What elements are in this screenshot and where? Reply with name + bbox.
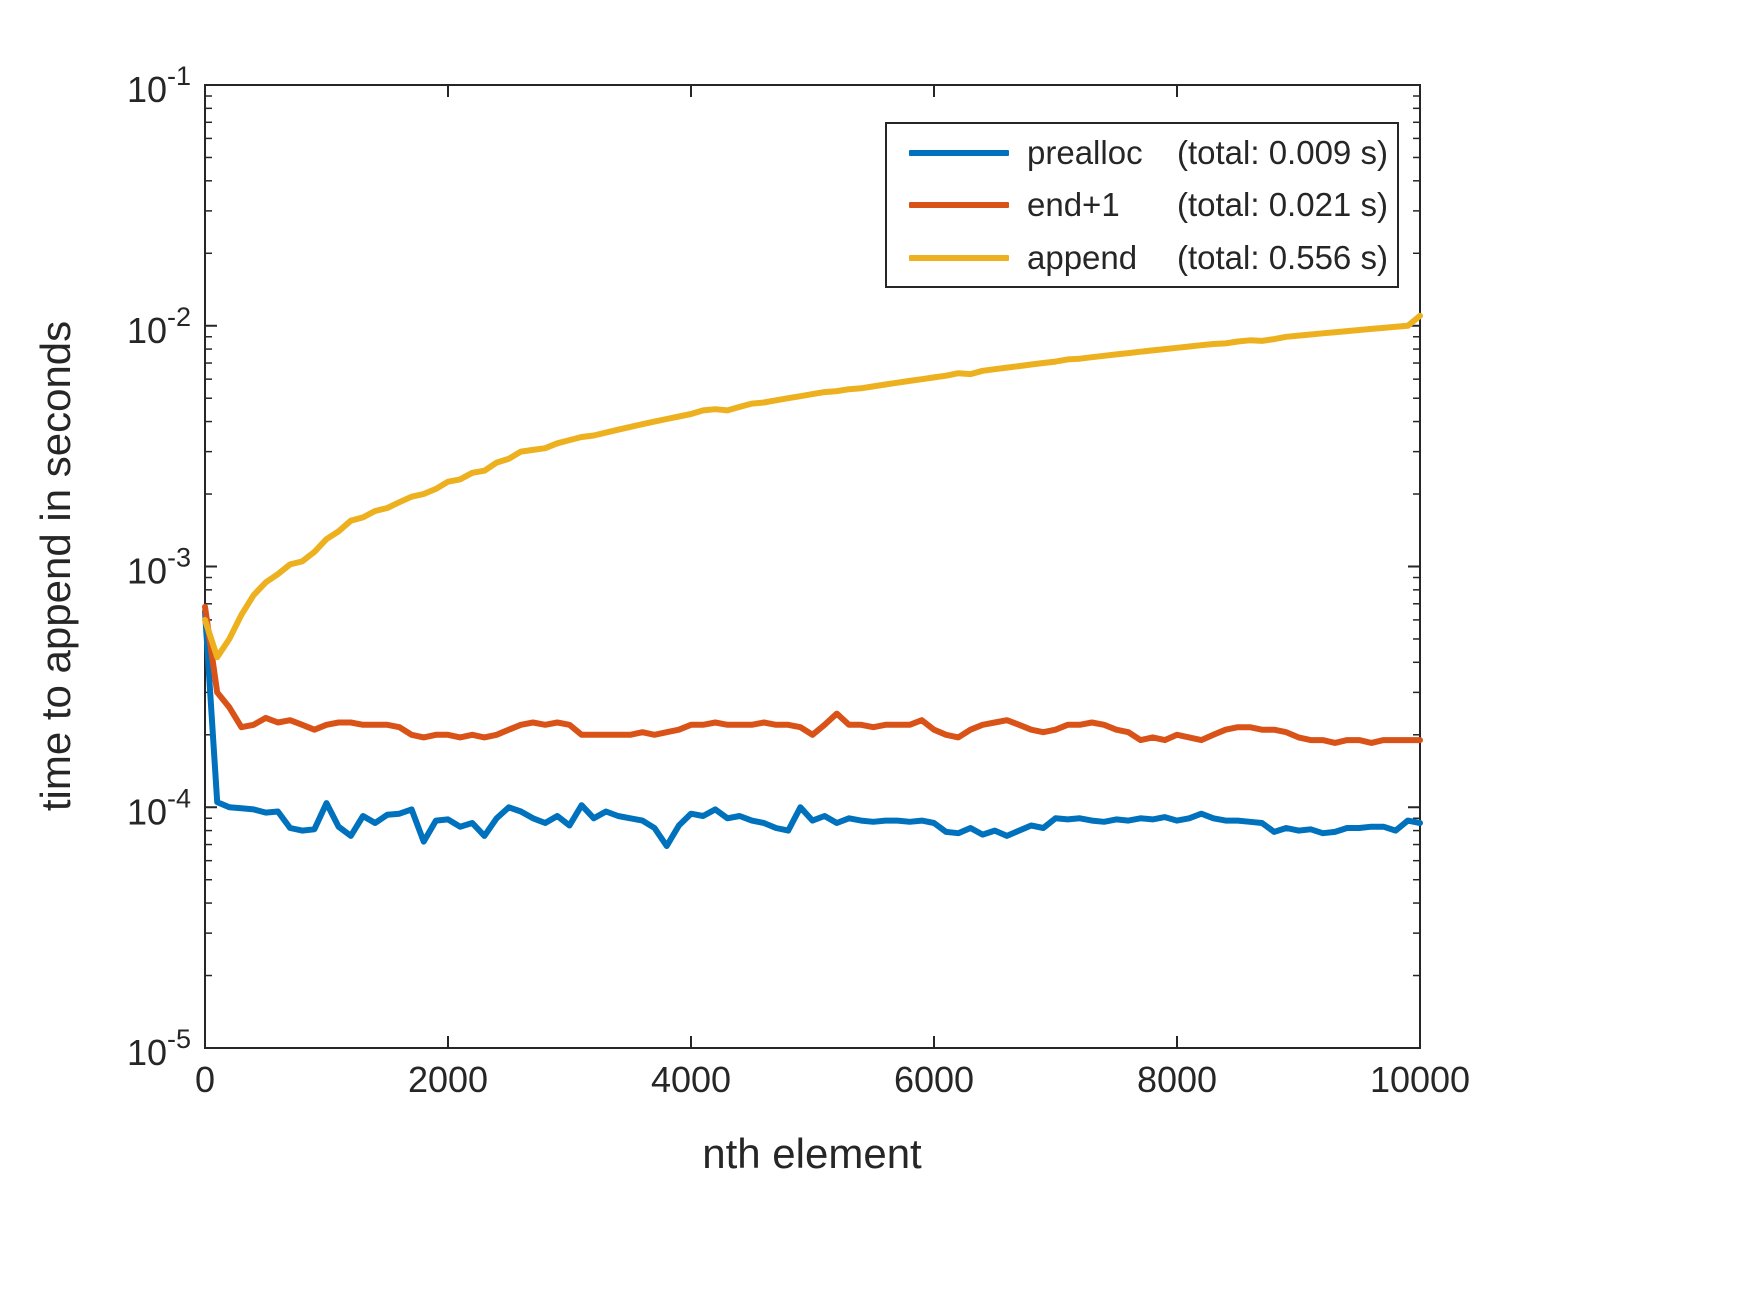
y-tick-labels: 10-5 10-4 10-3 10-2 10-1 <box>127 61 191 1073</box>
series-line-prealloc <box>202 608 1423 849</box>
x-tick-labels: 0 2000 4000 6000 8000 10000 <box>195 1059 1470 1100</box>
series-lines <box>202 312 1423 849</box>
legend-item-prealloc: prealloc (total: 0.009 s) <box>909 129 1397 177</box>
y-tick-label: 10-1 <box>127 61 191 110</box>
legend-total-append: (total: 0.556 s) <box>1177 238 1388 276</box>
x-axis-label: nth element <box>702 1130 922 1177</box>
x-tick-label: 6000 <box>894 1059 974 1100</box>
x-tick-label: 4000 <box>651 1059 731 1100</box>
legend-label-prealloc: prealloc <box>1027 133 1143 171</box>
x-tick-label: 10000 <box>1370 1059 1470 1100</box>
series-line-append <box>202 312 1423 661</box>
legend-total-prealloc: (total: 0.009 s) <box>1177 133 1388 171</box>
x-tick-label: 0 <box>195 1059 215 1100</box>
legend-swatch-end-plus-1 <box>909 202 1009 208</box>
y-tick-label: 10-4 <box>127 783 191 832</box>
series-line-end-1 <box>202 603 1423 746</box>
legend-item-end-plus-1: end+1 (total: 0.021 s) <box>909 181 1397 229</box>
legend: prealloc (total: 0.009 s) end+1 (total: … <box>885 122 1399 288</box>
legend-label-end-plus-1: end+1 <box>1027 186 1120 223</box>
legend-swatch-append <box>909 254 1009 261</box>
y-tick-label: 10-3 <box>127 543 191 592</box>
legend-swatch-prealloc <box>909 149 1009 156</box>
x-tick-label: 2000 <box>408 1059 488 1100</box>
y-tick-label: 10-2 <box>127 302 191 351</box>
plot-box <box>204 84 1421 1049</box>
legend-total-end-plus-1: (total: 0.021 s) <box>1177 186 1388 223</box>
y-tick-label: 10-5 <box>127 1024 191 1073</box>
y-axis-label: time to append in seconds <box>32 321 79 811</box>
x-tick-label: 8000 <box>1137 1059 1217 1100</box>
legend-label-append: append <box>1027 238 1138 276</box>
legend-item-append: append (total: 0.556 s) <box>909 234 1397 282</box>
